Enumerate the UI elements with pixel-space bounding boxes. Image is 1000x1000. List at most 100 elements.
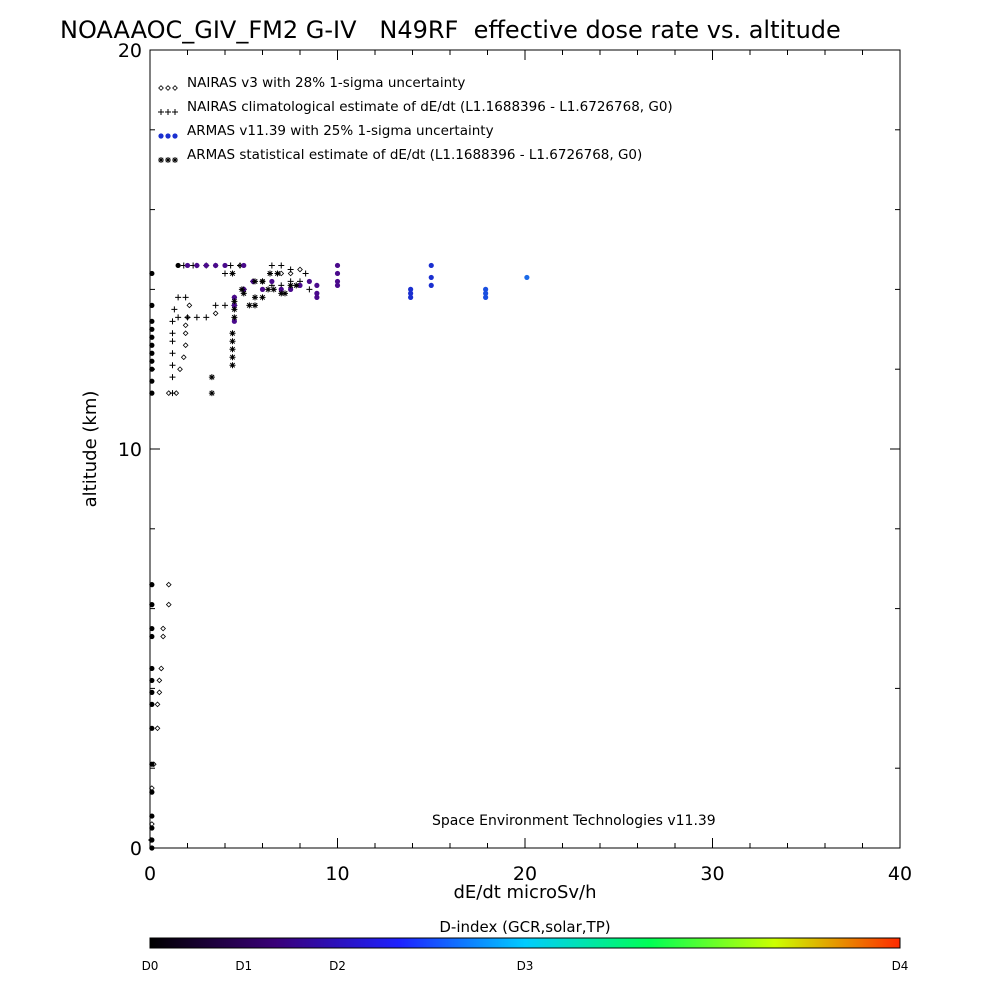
legend-label: ARMAS v11.39 with 25% 1-sigma uncertaint… — [187, 123, 494, 139]
x-tick-label: 30 — [700, 863, 724, 885]
data-point — [149, 761, 155, 767]
data-point — [287, 266, 294, 273]
data-point — [408, 290, 414, 296]
legend-entry: NAIRAS climatological estimate of dE/dt … — [158, 99, 673, 115]
data-point — [334, 278, 341, 285]
legend-entry: NAIRAS v3 with 28% 1-sigma uncertainty — [158, 75, 465, 91]
data-point — [194, 262, 200, 269]
legend-marker — [158, 109, 164, 115]
data-point — [193, 314, 200, 321]
data-point — [149, 725, 155, 731]
legend-entry: ARMAS v11.39 with 25% 1-sigma uncertaint… — [158, 123, 494, 139]
data-point — [182, 330, 189, 337]
data-point — [212, 302, 219, 309]
data-point — [265, 286, 272, 293]
series-asterisk — [208, 270, 300, 397]
data-point — [160, 633, 166, 640]
colorbar-label: D4 — [892, 959, 909, 973]
data-point — [149, 326, 155, 332]
data-point — [182, 294, 189, 301]
data-point — [177, 366, 183, 373]
data-point — [149, 270, 155, 277]
data-point — [282, 290, 288, 297]
legend-entry: ARMAS statistical estimate of dE/dt (L1.… — [158, 147, 642, 163]
colorbar-labels: D0 D1 D2 D3 D4 — [142, 959, 909, 973]
legend-marker — [172, 133, 178, 139]
data-point — [231, 294, 237, 300]
data-point — [154, 725, 161, 732]
data-point — [227, 262, 234, 269]
data-point — [149, 366, 155, 372]
data-point — [212, 310, 219, 317]
data-point — [314, 290, 320, 296]
data-point — [165, 581, 172, 588]
legend-label: NAIRAS v3 with 28% 1-sigma uncertainty — [187, 75, 465, 91]
data-point — [306, 278, 312, 285]
colorbar-label: D3 — [517, 959, 534, 973]
data-point — [149, 837, 155, 843]
data-point — [269, 278, 275, 285]
legend-marker — [158, 85, 164, 91]
data-point — [156, 677, 163, 684]
data-point — [175, 294, 182, 301]
axis-tick-labels: 0 10 20 30 40 0 10 20 — [118, 40, 912, 885]
data-point — [278, 262, 285, 269]
data-point — [160, 625, 166, 632]
data-point — [149, 625, 155, 632]
data-point — [165, 390, 172, 397]
data-point — [149, 825, 155, 831]
data-point — [288, 286, 294, 292]
x-tick-label: 0 — [144, 863, 156, 885]
series-diamond — [148, 262, 303, 843]
legend-marker — [158, 133, 164, 139]
data-point — [149, 334, 155, 340]
legend-marker — [172, 109, 178, 115]
data-point — [165, 601, 172, 608]
data-point — [314, 294, 320, 300]
data-point — [149, 677, 155, 684]
scatter-points — [148, 262, 530, 851]
data-point — [229, 354, 236, 361]
data-point — [274, 270, 281, 277]
data-point — [149, 665, 155, 672]
data-point — [203, 262, 209, 269]
data-point — [149, 350, 155, 356]
data-point — [149, 633, 155, 640]
data-point — [175, 314, 182, 321]
series-dot — [149, 262, 530, 851]
chart-title: NOAAAOC_GIV_FM2 G-IV N49RF effective dos… — [60, 16, 841, 44]
data-point — [268, 262, 275, 269]
data-point — [334, 282, 341, 289]
data-point — [428, 262, 434, 269]
data-point — [149, 789, 155, 795]
data-point — [287, 282, 294, 289]
data-point — [259, 278, 266, 285]
data-point — [169, 390, 176, 397]
data-point — [302, 270, 309, 277]
x-tick-label: 40 — [888, 863, 912, 885]
data-point — [524, 274, 530, 281]
data-point — [231, 302, 237, 308]
data-point — [267, 270, 273, 277]
legend-marker — [165, 157, 171, 163]
y-axis-label: altitude (km) — [80, 391, 101, 508]
data-point — [428, 282, 434, 289]
y-tick-label: 20 — [118, 40, 142, 62]
data-point — [186, 302, 193, 309]
data-point — [169, 350, 176, 357]
data-point — [149, 701, 155, 707]
data-point — [149, 602, 155, 608]
colorbar — [149, 937, 901, 949]
colorbar-label: D0 — [142, 959, 159, 973]
data-point — [182, 342, 189, 349]
data-point — [169, 374, 176, 381]
data-point — [184, 314, 191, 321]
data-point — [259, 286, 266, 292]
legend-marker — [165, 85, 171, 91]
data-point — [173, 390, 180, 397]
data-point — [306, 286, 313, 293]
data-point — [213, 262, 219, 269]
data-point — [229, 330, 236, 337]
data-point — [297, 282, 303, 289]
